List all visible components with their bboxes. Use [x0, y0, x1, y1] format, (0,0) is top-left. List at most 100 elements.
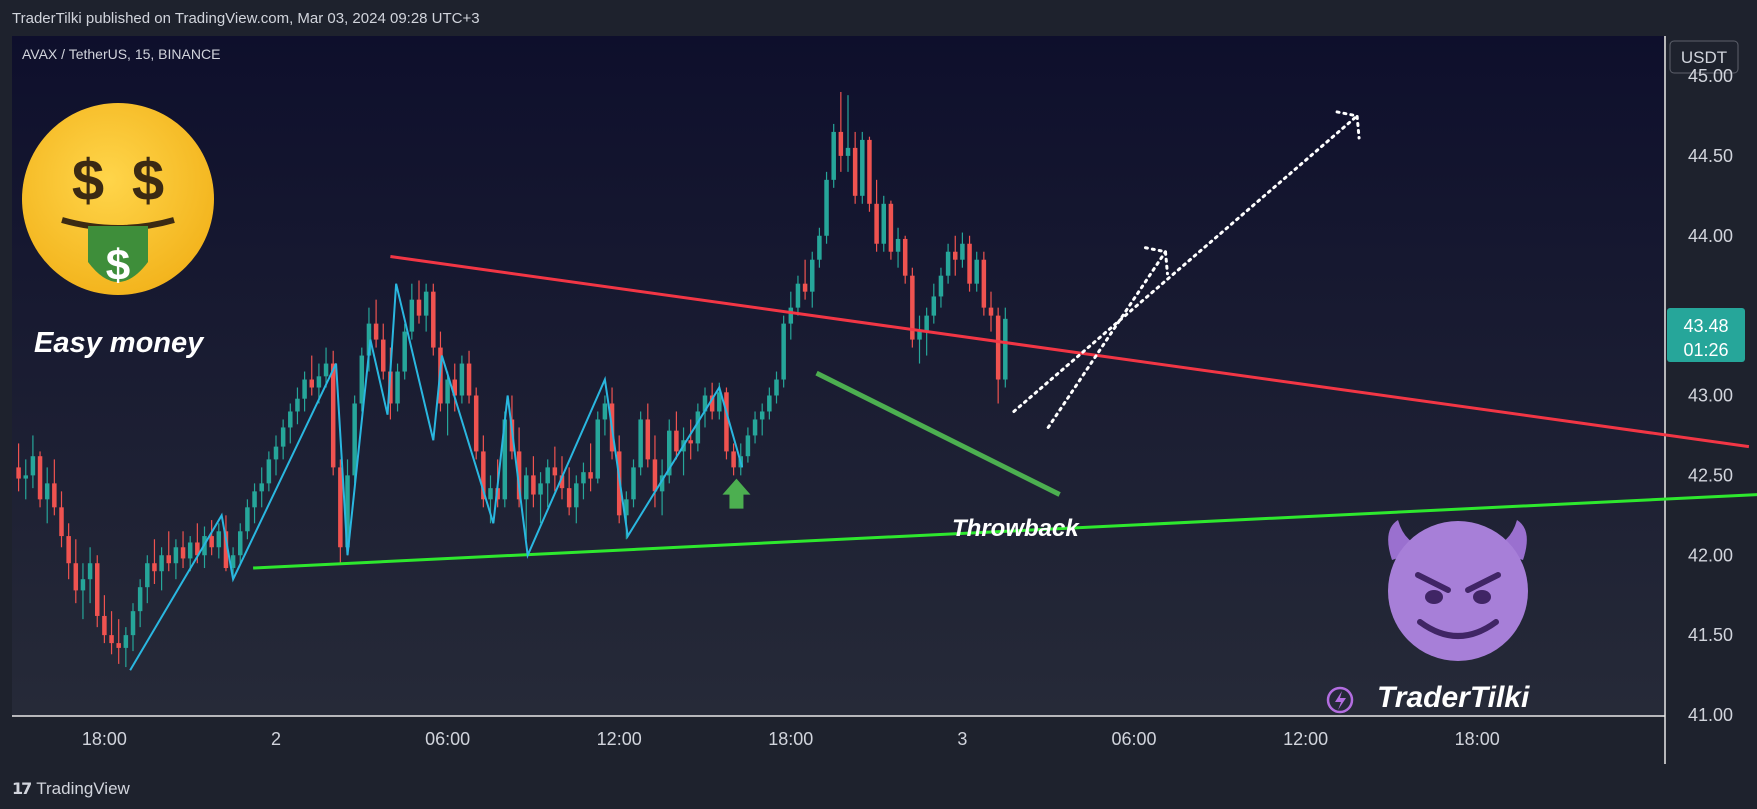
candle-body — [581, 472, 586, 484]
candle — [338, 459, 343, 564]
candle-body — [524, 475, 529, 500]
author-signature: TraderTilki — [1326, 681, 1530, 714]
candle-body — [102, 615, 107, 636]
candle-body — [974, 259, 979, 284]
candle-body — [931, 296, 937, 316]
candle — [73, 539, 79, 604]
candle-body — [516, 451, 522, 500]
candle-body — [80, 579, 86, 591]
svg-text:$: $ — [106, 241, 130, 290]
candle — [216, 523, 222, 559]
candle-body — [66, 536, 71, 564]
candle — [524, 467, 529, 540]
candle-body — [745, 435, 751, 457]
candle-body — [180, 547, 186, 559]
candle — [860, 131, 865, 204]
candle — [545, 459, 550, 508]
candle-body — [87, 563, 93, 580]
candle-body — [731, 451, 736, 468]
plot-background — [12, 36, 1664, 716]
last-price-background — [1667, 308, 1745, 362]
x-tick-label: 06:00 — [1111, 729, 1156, 749]
currency-button[interactable] — [1669, 40, 1739, 74]
candle — [759, 403, 765, 436]
x-tick-label: 18:00 — [82, 729, 127, 749]
candle — [888, 200, 894, 260]
candle-body — [695, 411, 701, 444]
candle — [945, 243, 951, 284]
candle-body — [16, 467, 21, 479]
candle-body — [924, 315, 929, 332]
candle-body — [116, 643, 121, 648]
candle — [137, 579, 143, 628]
candle-body — [187, 542, 193, 559]
footer-bar: 17 TradingView — [0, 768, 1757, 809]
candle-body — [130, 611, 136, 636]
candle — [423, 283, 429, 332]
tradingview-logo[interactable]: 17 TradingView — [12, 779, 130, 799]
candle-body — [559, 475, 565, 489]
candle — [852, 131, 858, 204]
candle — [595, 411, 600, 484]
candle — [37, 451, 43, 508]
candle — [667, 419, 672, 484]
y-tick-label: 42.50 — [1688, 465, 1733, 485]
publisher-header: TraderTilki published on TradingView.com… — [0, 0, 1757, 36]
candle-body — [802, 283, 808, 292]
throwback-arrow — [722, 478, 751, 509]
candle — [309, 355, 314, 396]
candle — [988, 291, 994, 332]
candle-body — [566, 488, 572, 508]
candle-body — [345, 475, 350, 548]
candle — [874, 179, 879, 252]
candle-body — [288, 411, 293, 428]
candle-body — [137, 587, 143, 612]
candle — [209, 520, 214, 556]
candle — [645, 403, 651, 468]
candle — [445, 371, 450, 436]
candle — [566, 467, 572, 516]
candle — [95, 555, 100, 628]
candle-body — [702, 395, 708, 412]
candle — [831, 123, 836, 188]
candle-body — [252, 491, 257, 508]
candle — [581, 462, 586, 500]
projection-arrowhead — [1143, 246, 1169, 276]
candle — [352, 395, 357, 484]
candle — [781, 315, 786, 388]
candle-body — [273, 446, 279, 460]
candle — [80, 563, 86, 620]
projection-upper-line — [1012, 114, 1359, 413]
candle — [960, 232, 965, 268]
candle — [23, 459, 28, 500]
candle-body — [674, 430, 679, 452]
candle-body — [953, 251, 958, 260]
candle-body — [309, 379, 314, 388]
candle — [187, 536, 193, 572]
candle — [531, 456, 536, 508]
candle-body — [266, 459, 272, 484]
candle — [745, 427, 751, 463]
candle — [845, 95, 851, 172]
candle-body — [238, 531, 243, 556]
candle — [288, 403, 293, 444]
candle-body — [502, 419, 508, 500]
currency-label: USDT — [1681, 48, 1727, 67]
candle — [910, 267, 915, 348]
candle — [395, 363, 400, 412]
x-tick-label: 12:00 — [1283, 729, 1328, 749]
price-axis-panel — [1665, 36, 1745, 716]
y-tick-label: 42.00 — [1688, 545, 1733, 565]
candle-body — [366, 323, 372, 356]
candle-body — [752, 419, 758, 436]
candle-body — [531, 475, 536, 495]
candle — [788, 291, 794, 340]
candle-body — [638, 419, 643, 468]
candle-body — [166, 555, 171, 564]
published-line: TraderTilki published on TradingView.com… — [12, 10, 480, 27]
candle — [402, 323, 407, 380]
candle-body — [338, 467, 343, 548]
candle-body — [359, 355, 365, 404]
candle — [974, 251, 979, 292]
